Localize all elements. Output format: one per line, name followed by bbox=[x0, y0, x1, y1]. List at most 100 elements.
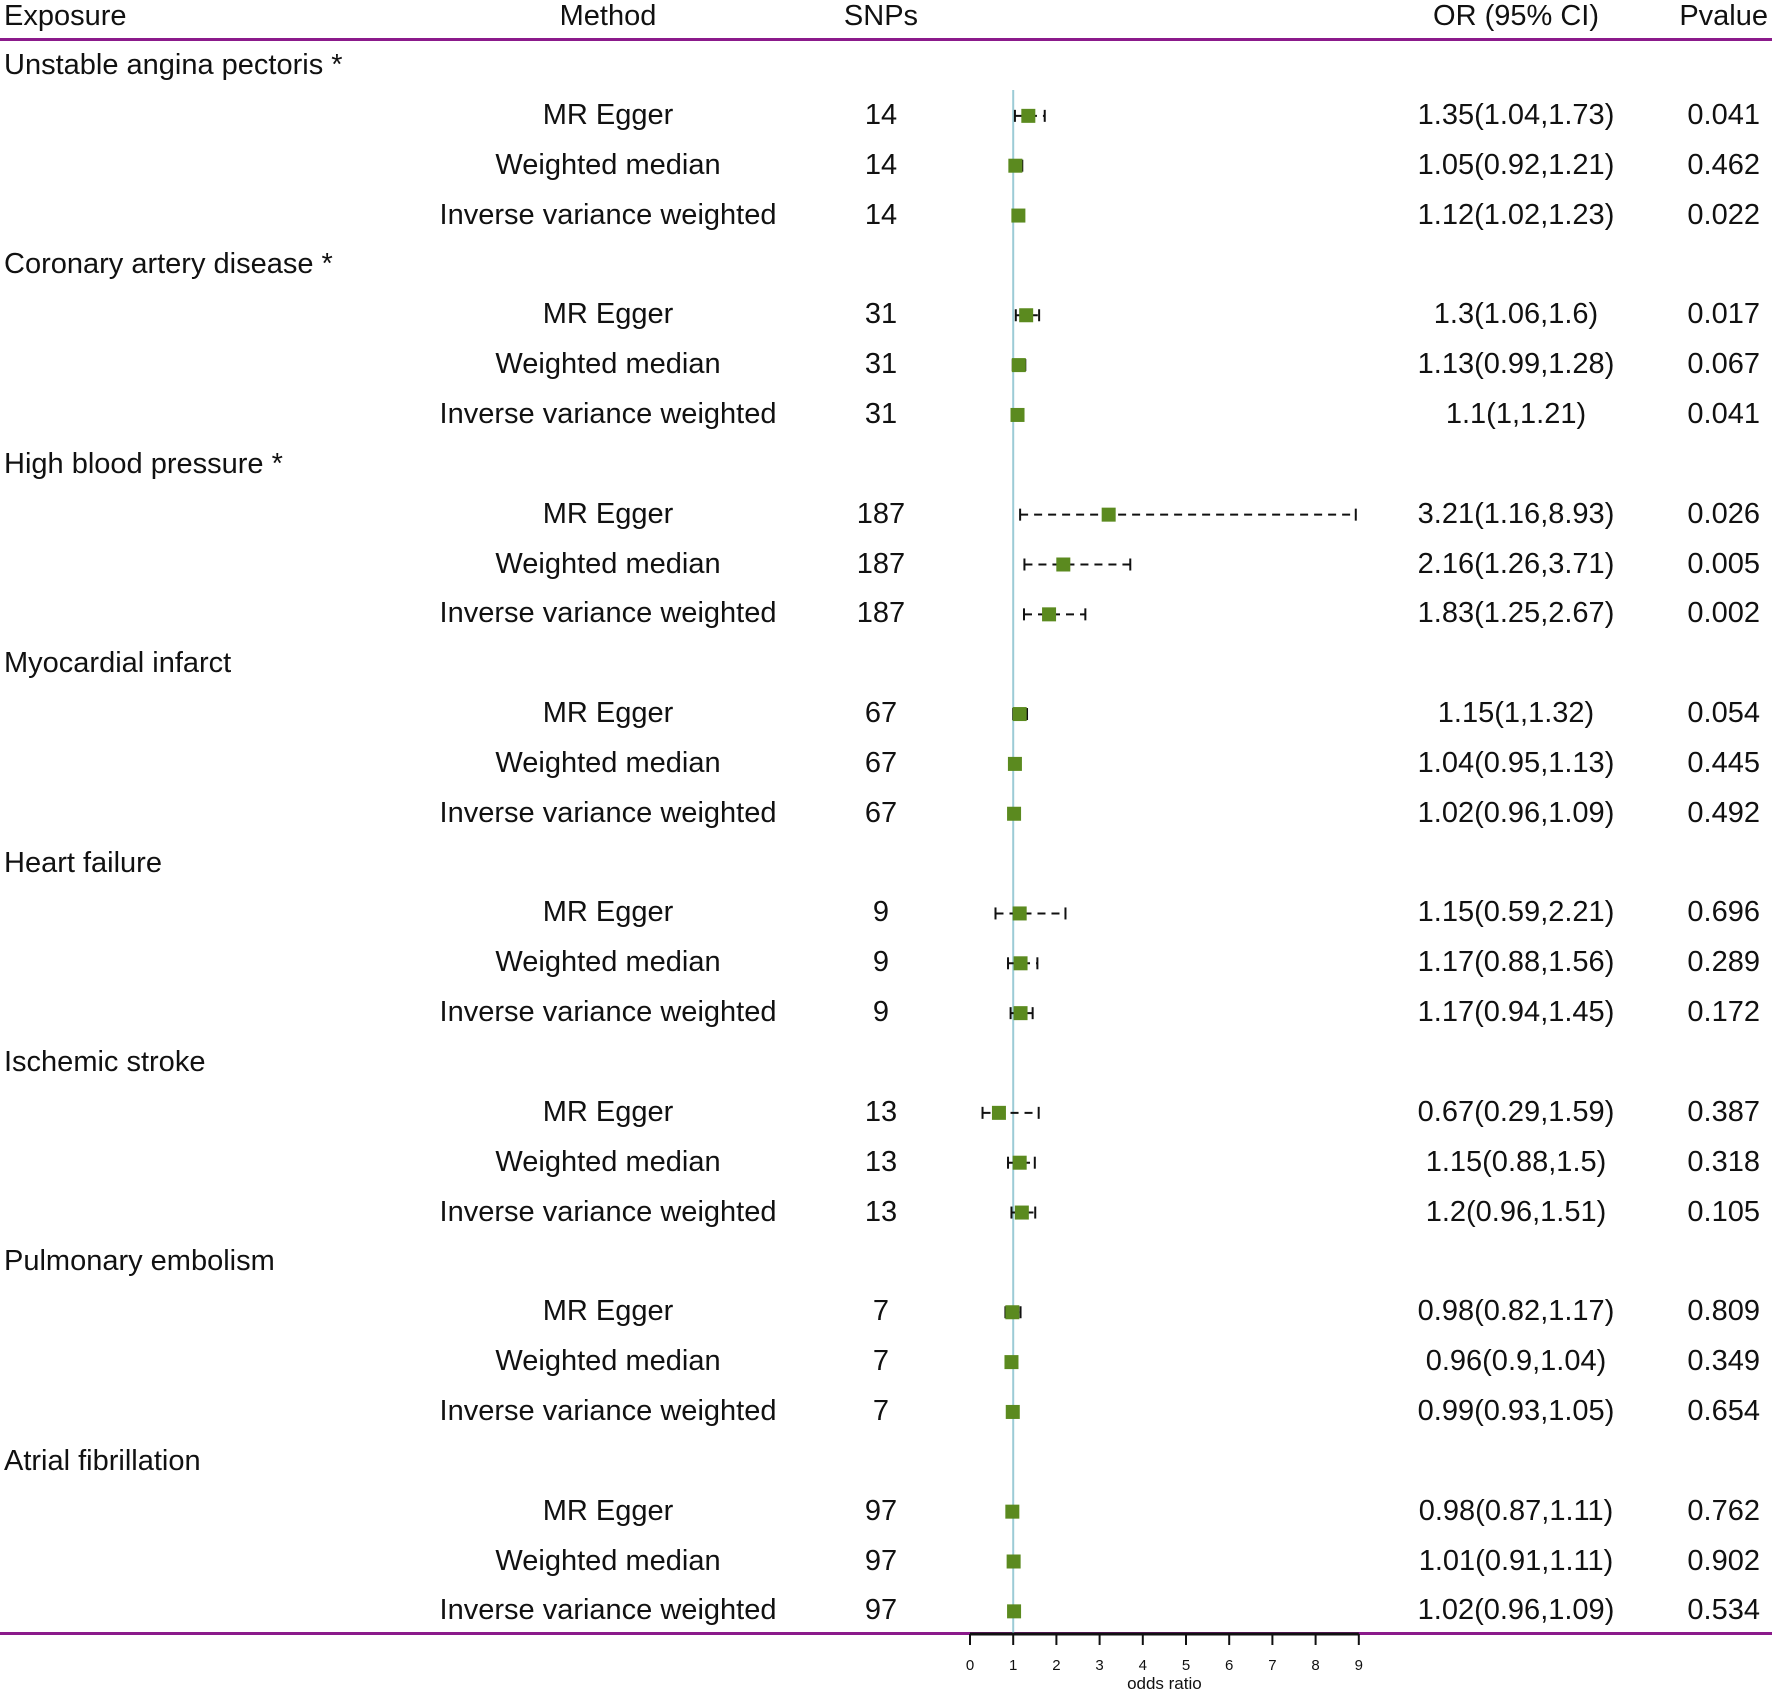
or-ci-label: 1.05(0.92,1.21) bbox=[1417, 148, 1615, 181]
or-ci-label: 1.01(0.91,1.11) bbox=[1418, 1544, 1614, 1577]
or-marker bbox=[1014, 1205, 1029, 1220]
pvalue-value: 0.492 bbox=[1687, 796, 1760, 829]
or-marker bbox=[1056, 557, 1071, 572]
pvalue-value: 0.041 bbox=[1687, 98, 1760, 131]
snps-value: 13 bbox=[864, 1095, 898, 1128]
or-marker bbox=[1008, 158, 1023, 173]
or-marker bbox=[1005, 1504, 1020, 1519]
method-label: Inverse variance weighted bbox=[439, 1594, 777, 1627]
or-ci-label: 1.35(1.04,1.73) bbox=[1417, 98, 1615, 131]
or-marker bbox=[1011, 358, 1026, 373]
method-label: MR Egger bbox=[542, 497, 674, 530]
method-label: Inverse variance weighted bbox=[439, 1394, 777, 1427]
or-ci-label: 1.02(0.96,1.09) bbox=[1417, 1594, 1615, 1627]
method-label: Inverse variance weighted bbox=[439, 796, 777, 829]
or-marker bbox=[1010, 407, 1025, 422]
exposure-label: Coronary artery disease * bbox=[4, 248, 333, 281]
x-axis-label: odds ratio bbox=[1127, 1674, 1202, 1693]
method-label: MR Egger bbox=[542, 298, 674, 331]
x-tick-label: 5 bbox=[1182, 1657, 1190, 1674]
or-marker bbox=[1021, 108, 1036, 123]
x-tick-label: 1 bbox=[1009, 1657, 1017, 1674]
snps-value: 13 bbox=[864, 1145, 898, 1178]
snps-value: 31 bbox=[864, 348, 898, 381]
method-label: Weighted median bbox=[495, 348, 721, 381]
pvalue-value: 0.462 bbox=[1687, 148, 1760, 181]
snps-value: 97 bbox=[864, 1494, 898, 1527]
or-ci-label: 0.99(0.93,1.05) bbox=[1417, 1394, 1615, 1427]
or-ci-label: 1.12(1.02,1.23) bbox=[1417, 198, 1615, 231]
method-label: Weighted median bbox=[495, 946, 721, 979]
method-label: Inverse variance weighted bbox=[439, 1195, 777, 1228]
or-ci-label: 1.04(0.95,1.13) bbox=[1417, 746, 1615, 779]
x-tick-label: 9 bbox=[1355, 1657, 1363, 1674]
snps-value: 31 bbox=[864, 298, 898, 331]
pvalue-value: 0.105 bbox=[1687, 1195, 1760, 1228]
pvalue-value: 0.445 bbox=[1687, 746, 1760, 779]
snps-value: 9 bbox=[872, 996, 890, 1029]
pvalue-value: 0.762 bbox=[1687, 1494, 1760, 1527]
method-label: MR Egger bbox=[542, 896, 674, 929]
header-or: OR (95% CI) bbox=[1433, 0, 1599, 32]
header-rule bbox=[0, 38, 1772, 41]
or-ci-label: 1.17(0.94,1.45) bbox=[1417, 996, 1615, 1029]
pvalue-value: 0.809 bbox=[1687, 1295, 1760, 1328]
x-tick-label: 2 bbox=[1052, 1657, 1060, 1674]
exposure-label: Heart failure bbox=[4, 846, 162, 879]
method-label: MR Egger bbox=[542, 1295, 674, 1328]
or-ci-label: 1.83(1.25,2.67) bbox=[1417, 597, 1615, 630]
method-label: MR Egger bbox=[542, 1095, 674, 1128]
snps-value: 9 bbox=[872, 896, 890, 929]
or-marker bbox=[1042, 607, 1057, 622]
snps-value: 187 bbox=[856, 597, 906, 630]
snps-value: 67 bbox=[864, 697, 898, 730]
or-ci-label: 1.15(1,1.32) bbox=[1437, 697, 1595, 730]
snps-value: 31 bbox=[864, 397, 898, 430]
pvalue-value: 0.534 bbox=[1687, 1594, 1760, 1627]
x-tick-label: 4 bbox=[1139, 1657, 1147, 1674]
pvalue-value: 0.172 bbox=[1687, 996, 1760, 1029]
pvalue-value: 0.067 bbox=[1687, 348, 1760, 381]
or-marker bbox=[1019, 308, 1034, 323]
method-label: Weighted median bbox=[495, 1345, 721, 1378]
snps-value: 97 bbox=[864, 1594, 898, 1627]
method-label: Inverse variance weighted bbox=[439, 397, 777, 430]
exposure-label: Ischemic stroke bbox=[4, 1046, 206, 1078]
pvalue-value: 0.041 bbox=[1687, 397, 1760, 430]
or-ci-label: 1.17(0.88,1.56) bbox=[1417, 946, 1615, 979]
or-marker bbox=[1006, 1554, 1021, 1569]
or-marker bbox=[1007, 756, 1022, 771]
pvalue-value: 0.026 bbox=[1687, 497, 1760, 530]
snps-value: 187 bbox=[856, 547, 906, 580]
snps-value: 7 bbox=[872, 1394, 890, 1427]
x-tick-label: 3 bbox=[1095, 1657, 1103, 1674]
snps-value: 14 bbox=[864, 198, 898, 231]
pvalue-value: 0.002 bbox=[1687, 597, 1760, 630]
or-ci-label: 2.16(1.26,3.71) bbox=[1417, 547, 1615, 580]
snps-value: 14 bbox=[864, 148, 898, 181]
or-marker bbox=[1013, 1006, 1028, 1021]
header-snps: SNPs bbox=[843, 0, 919, 32]
or-marker bbox=[1012, 906, 1027, 921]
or-marker bbox=[1005, 1404, 1020, 1419]
header-pvalue: Pvalue bbox=[1679, 0, 1768, 32]
exposure-label: Atrial fibrillation bbox=[4, 1444, 201, 1477]
or-ci-label: 0.96(0.9,1.04) bbox=[1425, 1345, 1607, 1378]
method-label: Inverse variance weighted bbox=[439, 996, 777, 1029]
snps-value: 9 bbox=[872, 946, 890, 979]
or-marker bbox=[1007, 806, 1022, 821]
or-ci-label: 1.1(1,1.21) bbox=[1445, 397, 1587, 430]
pvalue-value: 0.017 bbox=[1687, 298, 1760, 331]
or-ci-label: 1.15(0.59,2.21) bbox=[1417, 896, 1615, 929]
x-tick-label: 8 bbox=[1311, 1657, 1319, 1674]
snps-value: 14 bbox=[864, 98, 898, 131]
method-label: Weighted median bbox=[495, 547, 721, 580]
snps-value: 67 bbox=[864, 746, 898, 779]
or-marker bbox=[1004, 1355, 1019, 1370]
or-marker bbox=[1005, 1305, 1020, 1320]
or-ci-label: 0.98(0.87,1.11) bbox=[1418, 1494, 1614, 1527]
or-marker bbox=[991, 1105, 1006, 1120]
exposure-label: Myocardial infarct bbox=[4, 647, 232, 680]
or-ci-label: 1.2(0.96,1.51) bbox=[1425, 1195, 1607, 1228]
exposure-label: Pulmonary embolism bbox=[4, 1245, 275, 1278]
